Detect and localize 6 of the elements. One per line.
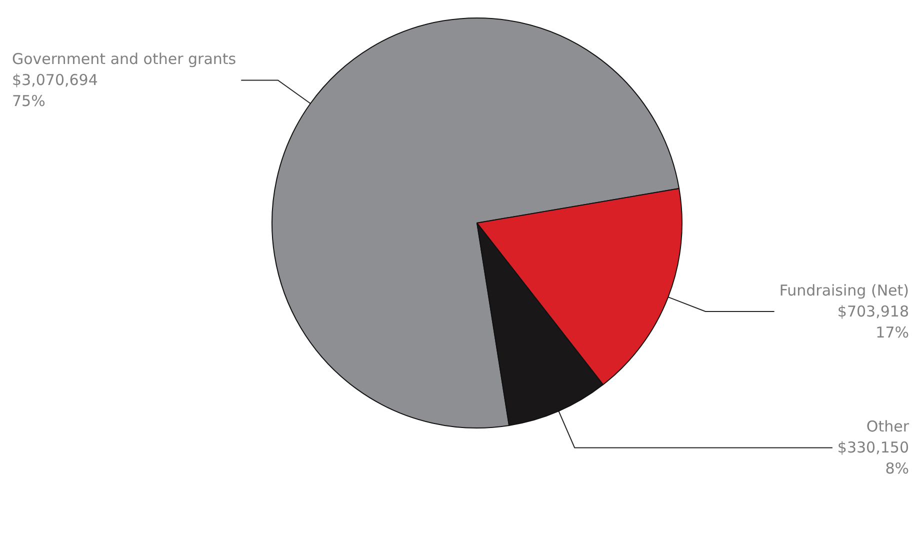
data-label: $703,918 17% <box>837 302 909 342</box>
data-label: $330,150 8% <box>837 438 909 478</box>
slice-label: Fundraising (Net) <box>779 282 909 300</box>
slice-label: Government and other grants <box>12 50 236 68</box>
data-label: $3,070,694 75% <box>12 71 98 110</box>
slice-label: Other <box>866 418 910 436</box>
